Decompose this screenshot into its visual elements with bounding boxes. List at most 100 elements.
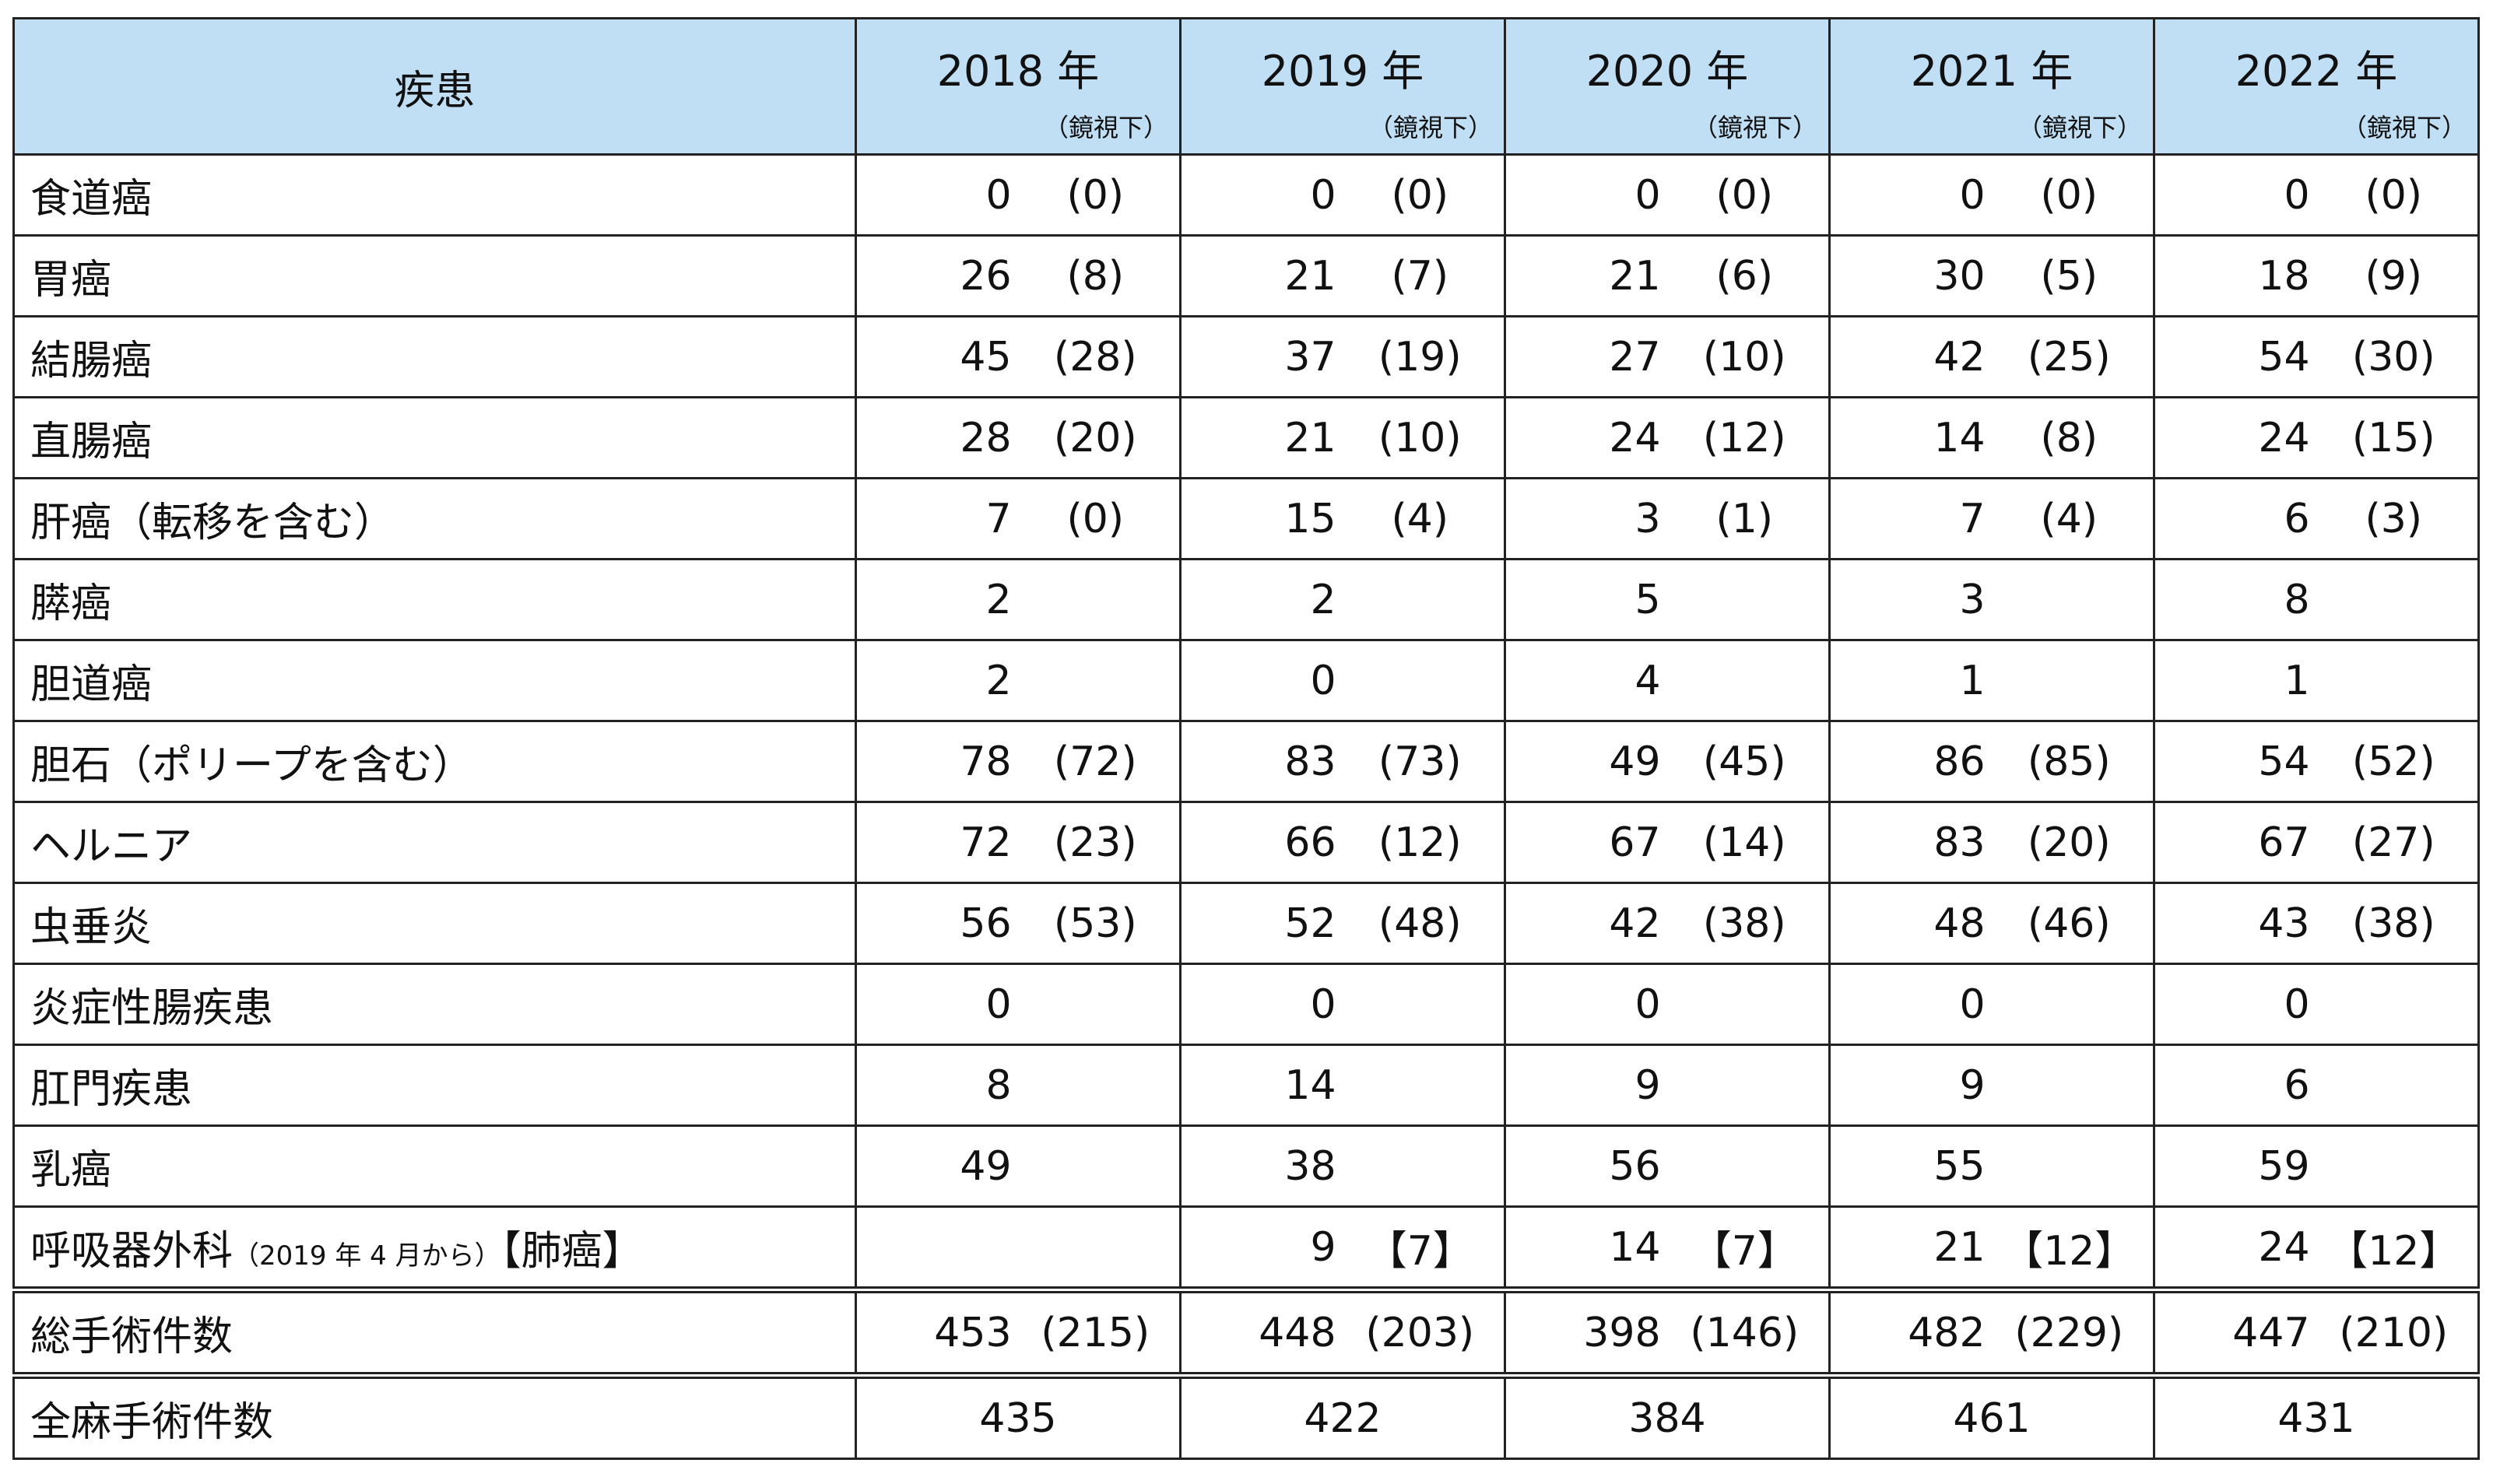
total-count: 8: [985, 1061, 1012, 1109]
laparoscopic-count: (0): [1066, 495, 1125, 542]
laparoscopic-count: 【12】: [2003, 1228, 2136, 1275]
table-row: 膵癌 2 2 5 3 8: [12, 558, 2480, 641]
total-count: 21: [1284, 414, 1336, 461]
count-cell: 18 (9): [2153, 234, 2480, 317]
total-count: 26: [960, 252, 1012, 300]
count-cell: 9: [1504, 1044, 1831, 1127]
table-row-thoracic: 呼吸器外科（2019 年 4 月から）【肺癌】 9 【7】 14 【7】 21 【12】 24…: [12, 1205, 2480, 1291]
laparoscopic-count: (23): [1053, 819, 1137, 866]
laparoscopic-count: (210): [2339, 1309, 2449, 1356]
total-count: 48: [1933, 900, 1986, 947]
laparoscopic-count: (4): [2040, 495, 2098, 542]
general-anesthesia-count: 422: [1179, 1372, 1506, 1460]
total-count: 30: [1933, 252, 1986, 300]
count-cell: 56: [1504, 1124, 1831, 1208]
laparoscopic-count: (146): [1690, 1309, 1800, 1356]
count-cell: 0 (0): [855, 153, 1182, 237]
total-count: 38: [1284, 1142, 1336, 1190]
total-count: 1: [1959, 657, 1986, 704]
total-count: 67: [1609, 819, 1661, 866]
count-cell: 26 (8): [855, 234, 1182, 317]
disease-name: 炎症性腸疾患: [12, 963, 857, 1046]
count-cell: 48 (46): [1828, 882, 2155, 965]
disease-column-header: 疾患: [12, 17, 857, 156]
table-row: 乳癌 49 38 56 55 59: [12, 1124, 2480, 1208]
count-cell: 24 【12】: [2153, 1205, 2480, 1291]
total-count: 6: [2284, 1061, 2310, 1109]
count-cell: 52 (48): [1179, 882, 1506, 965]
count-cell: 72 (23): [855, 801, 1182, 884]
disease-name: 直腸癌: [12, 396, 857, 479]
total-count: 3: [1959, 576, 1986, 623]
total-row: 総手術件数 453 (215) 448 (203) 398 (146) 482 (229) 447…: [12, 1286, 2480, 1377]
header-row: 疾患 2018 年 （鏡視下） 2019 年 （鏡視下） 2020 年 （鏡視下） 2…: [12, 17, 2480, 156]
count-cell: 3 (1): [1504, 477, 1831, 560]
total-count: 7: [1959, 495, 1986, 542]
total-count: 59: [2258, 1142, 2310, 1190]
general-anesthesia-label: 全麻手術件数: [12, 1372, 857, 1460]
count-cell: 28 (20): [855, 396, 1182, 479]
count-cell: 9: [1828, 1044, 2155, 1127]
general-anesthesia-count: 384: [1504, 1372, 1831, 1460]
table-row: 胆石（ポリープを含む） 78 (72) 83 (73) 49 (45) 86 (85) 54 (52…: [12, 720, 2480, 803]
count-cell: 14: [1179, 1044, 1506, 1127]
general-anesthesia-row: 全麻手術件数 435 422 384 461 431: [12, 1372, 2480, 1460]
count-cell: 0: [1828, 963, 2155, 1046]
laparoscopic-count: (0): [1715, 171, 1774, 219]
total-count: 83: [1284, 738, 1336, 785]
count-cell: 24 (15): [2153, 396, 2480, 479]
count-cell: 3: [1828, 558, 2155, 641]
count-cell: 56 (53): [855, 882, 1182, 965]
total-count: 8: [2284, 576, 2310, 623]
total-count: 9: [1634, 1061, 1661, 1109]
disease-name: 結腸癌: [12, 315, 857, 398]
disease-name: 膵癌: [12, 558, 857, 641]
count-cell: 21 (7): [1179, 234, 1506, 317]
laparoscopic-count: (10): [1378, 414, 1462, 461]
count-cell: 2: [855, 639, 1182, 722]
count-cell: 59: [2153, 1124, 2480, 1208]
count-cell: 14 (8): [1828, 396, 2155, 479]
total-count: 6: [2284, 495, 2310, 542]
total-count: 0: [1310, 981, 1336, 1028]
count-cell: 21 (6): [1504, 234, 1831, 317]
laparoscopic-note: （鏡視下）: [1368, 113, 1493, 142]
count-cell: 67 (27): [2153, 801, 2480, 884]
total-count: 21: [1284, 252, 1336, 300]
disease-name: 呼吸器外科（2019 年 4 月から）【肺癌】: [12, 1205, 857, 1291]
laparoscopic-note: （鏡視下）: [2017, 113, 2142, 142]
laparoscopic-count: (28): [1053, 333, 1137, 381]
disease-name: 虫垂炎: [12, 882, 857, 965]
year-header: 2020 年 （鏡視下）: [1504, 17, 1831, 156]
count-cell: 6: [2153, 1044, 2480, 1127]
total-count: 67: [2258, 819, 2310, 866]
year-header: 2021 年 （鏡視下）: [1828, 17, 2155, 156]
disease-name: 胆石（ポリープを含む）: [12, 720, 857, 803]
count-cell: 453 (215): [855, 1286, 1182, 1377]
count-cell: 45 (28): [855, 315, 1182, 398]
total-count: 49: [1609, 738, 1661, 785]
laparoscopic-count: (27): [2351, 819, 2435, 866]
laparoscopic-count: (46): [2027, 900, 2111, 947]
laparoscopic-note: （鏡視下）: [1692, 113, 1817, 142]
count-cell: 54 (30): [2153, 315, 2480, 398]
disease-name: 食道癌: [12, 153, 857, 237]
total-count: 0: [1310, 657, 1336, 704]
total-count: 56: [1609, 1142, 1661, 1190]
count-cell: 0: [1504, 963, 1831, 1046]
count-cell: 447 (210): [2153, 1286, 2480, 1377]
disease-name: 乳癌: [12, 1124, 857, 1208]
table-row: 肛門疾患 8 14 9 9 6: [12, 1044, 2480, 1127]
total-count: 447: [2232, 1309, 2310, 1356]
total-count: 2: [985, 657, 1012, 704]
count-cell: 42 (25): [1828, 315, 2155, 398]
count-cell: 78 (72): [855, 720, 1182, 803]
count-cell: 2: [855, 558, 1182, 641]
laparoscopic-count: (6): [1715, 252, 1774, 300]
disease-name: 肛門疾患: [12, 1044, 857, 1127]
laparoscopic-count: (38): [2351, 900, 2435, 947]
total-count: 83: [1933, 819, 1986, 866]
count-cell: 14 【7】: [1504, 1205, 1831, 1291]
laparoscopic-count: (45): [1702, 738, 1786, 785]
count-cell: 0: [855, 963, 1182, 1046]
